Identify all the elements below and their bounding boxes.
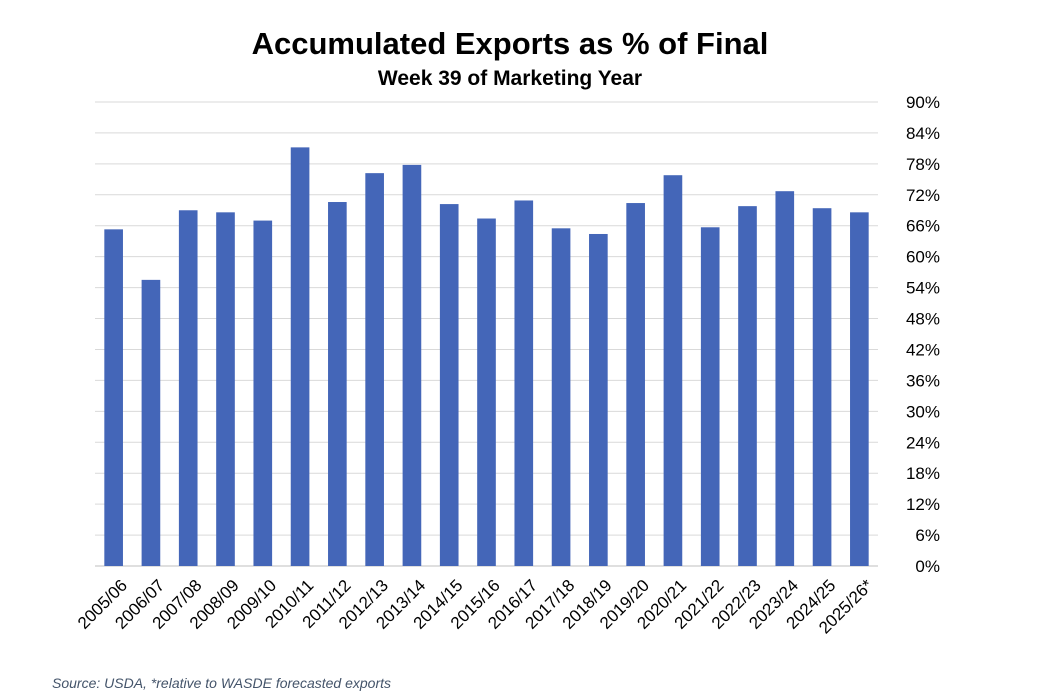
x-tick-labels: 2005/062006/072007/082008/092009/102010/…	[74, 576, 877, 638]
y-tick-label: 24%	[906, 433, 940, 452]
y-tick-label: 60%	[906, 248, 940, 267]
chart-title: Accumulated Exports as % of Final	[251, 26, 769, 61]
y-tick-label: 48%	[906, 310, 940, 329]
bar	[812, 208, 832, 566]
bar	[514, 200, 534, 566]
y-tick-label: 12%	[906, 495, 940, 514]
y-tick-label: 90%	[906, 93, 940, 112]
bars	[104, 147, 869, 567]
bar	[290, 147, 310, 566]
bar	[626, 203, 645, 566]
bar	[365, 173, 384, 566]
y-tick-label: 66%	[906, 217, 940, 236]
chart-subtitle: Week 39 of Marketing Year	[377, 67, 643, 90]
bar	[439, 204, 459, 566]
bar	[663, 175, 683, 566]
y-tick-label: 0%	[915, 557, 940, 576]
y-tick-label: 42%	[906, 340, 940, 359]
bar	[253, 220, 273, 567]
bar	[850, 212, 869, 566]
y-tick-label: 18%	[906, 464, 940, 483]
bar	[178, 210, 198, 566]
bar	[402, 164, 422, 567]
bar	[141, 279, 161, 566]
bar	[700, 227, 720, 566]
bar	[775, 191, 795, 567]
bar	[104, 229, 123, 566]
bar	[328, 202, 347, 567]
y-tick-label: 72%	[906, 186, 940, 205]
bar	[738, 206, 757, 567]
y-tick-label: 78%	[906, 155, 940, 174]
y-tick-label: 6%	[915, 526, 940, 545]
bar	[551, 228, 571, 567]
bar	[216, 212, 235, 566]
y-tick-label: 36%	[906, 371, 940, 390]
bar	[477, 218, 496, 566]
source-note: Source: USDA, *relative to WASDE forecas…	[52, 675, 391, 691]
y-tick-label: 30%	[906, 402, 940, 421]
y-tick-label: 54%	[906, 279, 940, 298]
bar	[589, 233, 608, 566]
y-tick-labels: 0% 6% 12% 18% 24% 30% 36% 42% 48% 54% 60% 66% 72% 78%…	[906, 93, 940, 576]
y-tick-label: 84%	[906, 124, 940, 143]
